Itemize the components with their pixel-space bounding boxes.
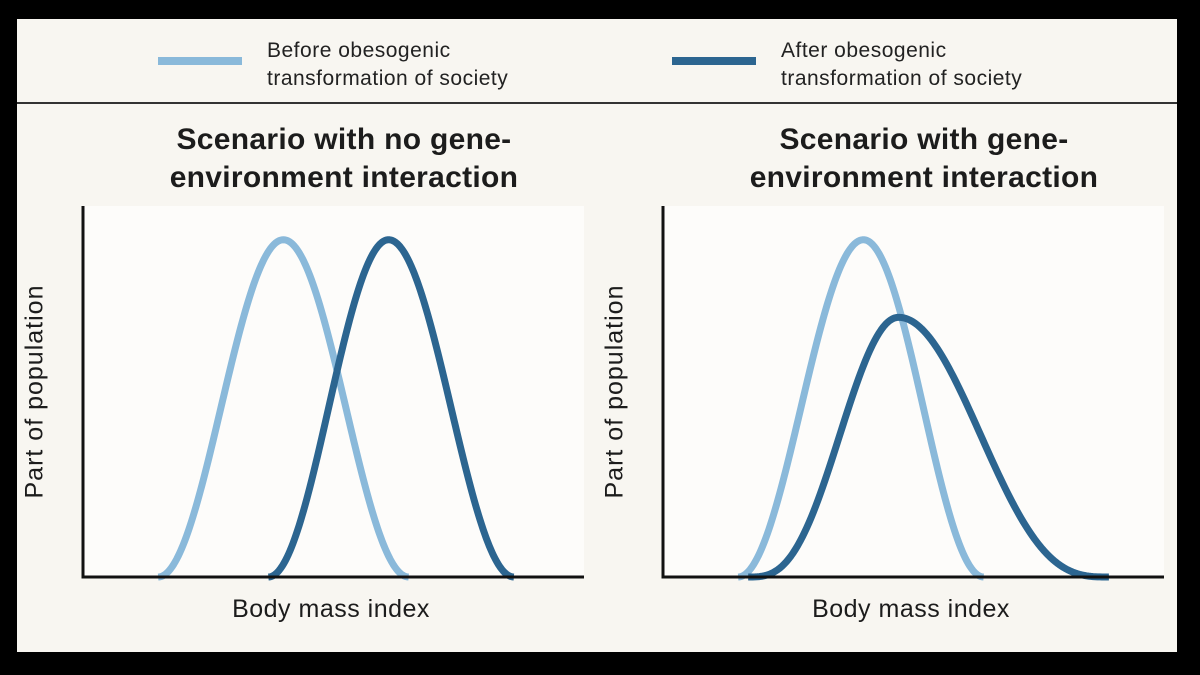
panel-right-ylabel: Part of population <box>600 284 629 499</box>
panel-right-plot <box>661 206 1164 581</box>
panel-left-plot <box>81 206 584 581</box>
series-line-before <box>156 236 411 581</box>
legend-label-before: Before obesogenic transformation of soci… <box>267 39 509 90</box>
legend-label-after: After obesogenic transformation of socie… <box>781 39 1023 90</box>
axes <box>81 206 584 579</box>
series-line-after <box>266 236 516 581</box>
series-line-before <box>736 236 986 581</box>
panel-left-ylabel: Part of population <box>20 284 49 499</box>
legend-swatch-before <box>158 57 242 65</box>
legend: Before obesogenic transformation of soci… <box>17 19 1177 104</box>
panel-right-title: Scenario with gene- environment interact… <box>749 123 1099 194</box>
legend-swatch-after <box>672 57 756 65</box>
panel-left-title: Scenario with no gene- environment inter… <box>169 123 519 194</box>
figure-frame: Before obesogenic transformation of soci… <box>14 16 1180 655</box>
panel-left-xlabel: Body mass index <box>232 595 430 623</box>
axes <box>661 206 1164 579</box>
panel-right-xlabel: Body mass index <box>812 595 1010 623</box>
plot-area <box>663 206 1164 577</box>
series-line-after <box>746 313 1111 581</box>
